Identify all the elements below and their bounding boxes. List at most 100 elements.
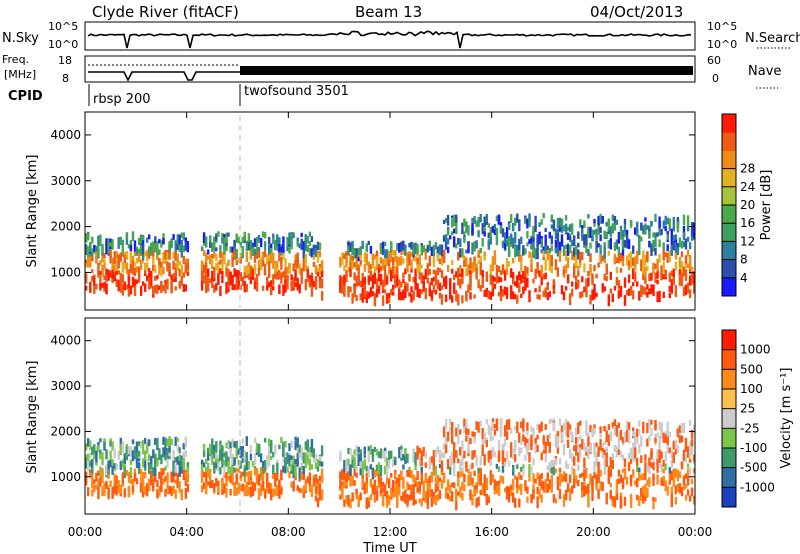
scatter-cell xyxy=(385,498,389,508)
scatter-cell xyxy=(514,217,517,226)
scatter-cell xyxy=(532,489,535,500)
scatter-cell xyxy=(178,234,181,245)
scatter-cell xyxy=(168,486,171,494)
scatter-cell xyxy=(156,255,159,261)
scatter-cell xyxy=(678,240,682,248)
scatter-cell xyxy=(207,268,210,277)
scatter-cell xyxy=(129,478,133,484)
scatter-cell xyxy=(640,236,643,242)
scatter-cell xyxy=(654,247,657,256)
scatter-cell xyxy=(402,491,405,502)
scatter-cell xyxy=(268,251,271,261)
scatter-cell xyxy=(365,291,368,299)
scatter-cell xyxy=(534,226,537,233)
scatter-cell xyxy=(615,479,619,486)
scatter-cell xyxy=(471,494,474,506)
scatter-cell xyxy=(461,248,464,257)
scatter-cell xyxy=(693,499,696,505)
scatter-cell xyxy=(489,237,492,245)
scatter-cell xyxy=(676,428,680,435)
scatter-cell xyxy=(294,264,297,270)
scatter-cell xyxy=(99,283,102,290)
scatter-cell xyxy=(154,475,157,482)
scatter-cell xyxy=(585,446,588,452)
scatter-cell xyxy=(343,274,346,286)
scatter-cell xyxy=(605,267,608,275)
scatter-cell xyxy=(123,262,126,270)
scatter-cell xyxy=(392,266,395,276)
scatter-cell xyxy=(591,429,594,438)
scatter-cell xyxy=(223,252,226,265)
scatter-cell xyxy=(446,459,450,470)
scatter-cell xyxy=(599,247,602,259)
scatter-cell xyxy=(678,268,682,275)
scatter-cell xyxy=(255,274,259,285)
scatter-cell xyxy=(89,281,92,293)
velocity-x-axis: 00:00 04:00 08:00 12:00 16:00 20:00 00:00 xyxy=(68,318,712,539)
scatter-cell xyxy=(481,438,484,445)
x-tick-label: 20:00 xyxy=(576,525,611,539)
scatter-cell xyxy=(316,498,320,508)
scatter-cell xyxy=(178,466,181,477)
scatter-cell xyxy=(479,472,482,481)
scatter-cell xyxy=(499,475,503,483)
scatter-cell xyxy=(522,418,525,423)
scatter-cell xyxy=(343,472,346,485)
scatter-cell xyxy=(491,436,495,441)
scatter-cell xyxy=(402,289,405,301)
scatter-cell xyxy=(485,220,488,225)
scatter-cell xyxy=(174,251,177,261)
y-tick-label: 4000 xyxy=(50,334,81,348)
scatter-cell xyxy=(479,467,482,477)
scatter-cell xyxy=(178,481,181,493)
scatter-cell xyxy=(396,267,399,276)
scatter-cell xyxy=(587,448,590,460)
scatter-cell xyxy=(690,229,694,237)
scatter-cell xyxy=(487,240,490,250)
scatter-cell xyxy=(355,472,358,478)
scatter-cell xyxy=(144,438,147,444)
scatter-cell xyxy=(129,263,133,274)
scatter-cell xyxy=(357,446,360,453)
scatter-cell xyxy=(475,421,478,430)
scatter-cell xyxy=(560,219,564,226)
scatter-cell xyxy=(115,463,118,470)
scatter-cell xyxy=(589,294,592,305)
scatter-cell xyxy=(512,291,515,300)
scatter-cell xyxy=(274,488,277,496)
scatter-cell xyxy=(611,498,614,507)
scatter-cell xyxy=(229,448,232,459)
scatter-cell xyxy=(314,248,318,258)
scatter-cell xyxy=(579,447,582,459)
scatter-cell xyxy=(205,482,208,489)
scatter-cell xyxy=(636,281,639,287)
scatter-cell xyxy=(282,250,285,261)
scatter-cell xyxy=(503,243,507,250)
scatter-cell xyxy=(211,281,214,289)
scatter-cell xyxy=(644,266,647,278)
scatter-cell xyxy=(318,242,322,251)
scatter-cell xyxy=(501,465,505,473)
scatter-cell xyxy=(491,280,495,290)
scatter-cell xyxy=(383,275,387,287)
scatter-cell xyxy=(577,249,580,260)
scatter-cell xyxy=(410,470,413,478)
scatter-cell xyxy=(341,484,344,493)
scatter-cell xyxy=(558,473,562,483)
scatter-cell xyxy=(253,238,257,247)
scatter-cell xyxy=(113,463,116,469)
scatter-cell xyxy=(245,458,248,471)
scatter-cell xyxy=(351,293,354,304)
scatter-cell xyxy=(534,248,537,260)
scatter-cell xyxy=(621,441,625,446)
scatter-cell xyxy=(528,464,531,476)
scatter-cell xyxy=(294,459,297,465)
scatter-cell xyxy=(355,488,358,494)
scatter-cell xyxy=(117,280,120,292)
scatter-cell xyxy=(544,441,547,454)
scatter-cell xyxy=(648,273,651,282)
scatter-cell xyxy=(351,454,354,461)
scatter-cell xyxy=(160,468,163,476)
scatter-cell xyxy=(121,441,124,453)
scatter-cell xyxy=(91,489,94,497)
